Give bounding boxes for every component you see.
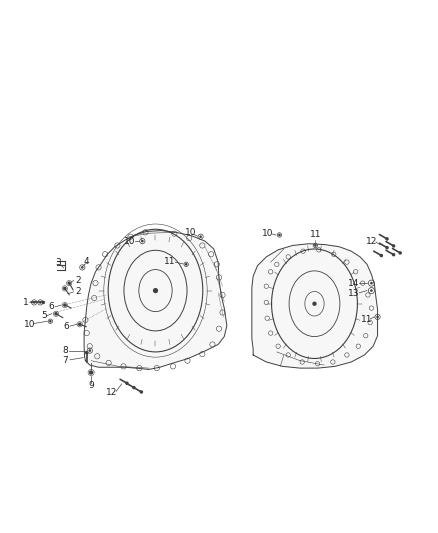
Text: 10: 10 <box>185 228 196 237</box>
Circle shape <box>392 244 396 248</box>
Text: 13: 13 <box>348 289 360 298</box>
Text: 5: 5 <box>41 311 47 320</box>
Text: 11: 11 <box>361 316 373 325</box>
Circle shape <box>141 240 144 243</box>
Circle shape <box>380 254 383 257</box>
Circle shape <box>33 301 35 304</box>
Polygon shape <box>252 244 378 368</box>
Polygon shape <box>84 231 227 369</box>
Text: 2: 2 <box>75 276 81 285</box>
Circle shape <box>54 312 58 316</box>
Text: 6: 6 <box>49 302 55 311</box>
Circle shape <box>312 302 317 306</box>
Circle shape <box>370 282 373 285</box>
Circle shape <box>140 390 143 394</box>
Circle shape <box>399 251 402 255</box>
Text: 9: 9 <box>88 381 94 390</box>
Circle shape <box>78 322 81 326</box>
Text: 2: 2 <box>75 287 81 296</box>
Text: 12: 12 <box>366 237 377 246</box>
Text: 12: 12 <box>106 388 117 397</box>
Circle shape <box>153 288 158 293</box>
Circle shape <box>376 316 379 318</box>
Text: 10: 10 <box>262 229 274 238</box>
Circle shape <box>385 246 389 249</box>
Circle shape <box>370 289 373 292</box>
Circle shape <box>63 303 67 307</box>
Text: 4: 4 <box>84 257 89 266</box>
Text: 3: 3 <box>55 259 61 268</box>
Circle shape <box>42 301 45 304</box>
Circle shape <box>63 287 67 290</box>
Circle shape <box>67 281 71 285</box>
Circle shape <box>125 382 129 385</box>
Circle shape <box>88 349 91 352</box>
Text: 6: 6 <box>64 322 70 332</box>
Text: 1: 1 <box>22 298 28 307</box>
Circle shape <box>314 244 317 247</box>
Circle shape <box>132 386 136 390</box>
Text: 10: 10 <box>24 320 35 329</box>
Circle shape <box>392 253 396 256</box>
Circle shape <box>199 236 202 238</box>
Circle shape <box>85 351 88 354</box>
Circle shape <box>39 301 42 304</box>
Text: 14: 14 <box>348 279 360 288</box>
Circle shape <box>385 237 389 241</box>
Circle shape <box>185 263 187 265</box>
Text: 10: 10 <box>124 237 135 246</box>
Circle shape <box>89 370 93 375</box>
Text: 8: 8 <box>62 346 68 355</box>
Text: 7: 7 <box>62 356 68 365</box>
Text: 11: 11 <box>164 257 176 266</box>
Circle shape <box>81 266 84 269</box>
Circle shape <box>49 320 52 322</box>
Circle shape <box>278 233 281 236</box>
Text: 11: 11 <box>310 230 321 239</box>
